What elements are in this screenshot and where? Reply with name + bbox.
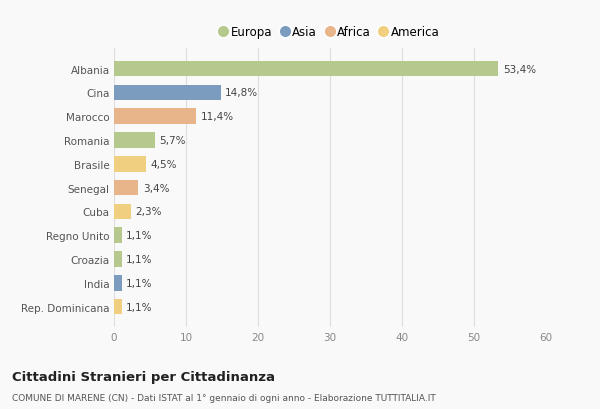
Bar — [114, 157, 146, 172]
Bar — [114, 204, 131, 220]
Text: 11,4%: 11,4% — [200, 112, 233, 122]
Text: 1,1%: 1,1% — [126, 278, 153, 288]
Text: 1,1%: 1,1% — [126, 302, 153, 312]
Text: 4,5%: 4,5% — [151, 160, 177, 169]
Bar — [114, 180, 139, 196]
Bar — [114, 228, 122, 243]
Bar — [114, 133, 155, 148]
Text: 3,4%: 3,4% — [143, 183, 169, 193]
Text: 2,3%: 2,3% — [135, 207, 161, 217]
Text: Cittadini Stranieri per Cittadinanza: Cittadini Stranieri per Cittadinanza — [12, 370, 275, 383]
Text: COMUNE DI MARENE (CN) - Dati ISTAT al 1° gennaio di ogni anno - Elaborazione TUT: COMUNE DI MARENE (CN) - Dati ISTAT al 1°… — [12, 393, 436, 402]
Text: 14,8%: 14,8% — [225, 88, 258, 98]
Text: 5,7%: 5,7% — [160, 136, 186, 146]
Bar — [114, 62, 499, 77]
Text: 53,4%: 53,4% — [503, 65, 536, 74]
Bar — [114, 252, 122, 267]
Text: 1,1%: 1,1% — [126, 254, 153, 264]
Bar — [114, 109, 196, 125]
Legend: Europa, Asia, Africa, America: Europa, Asia, Africa, America — [215, 22, 445, 44]
Bar — [114, 275, 122, 291]
Text: 1,1%: 1,1% — [126, 231, 153, 240]
Bar — [114, 85, 221, 101]
Bar — [114, 299, 122, 315]
